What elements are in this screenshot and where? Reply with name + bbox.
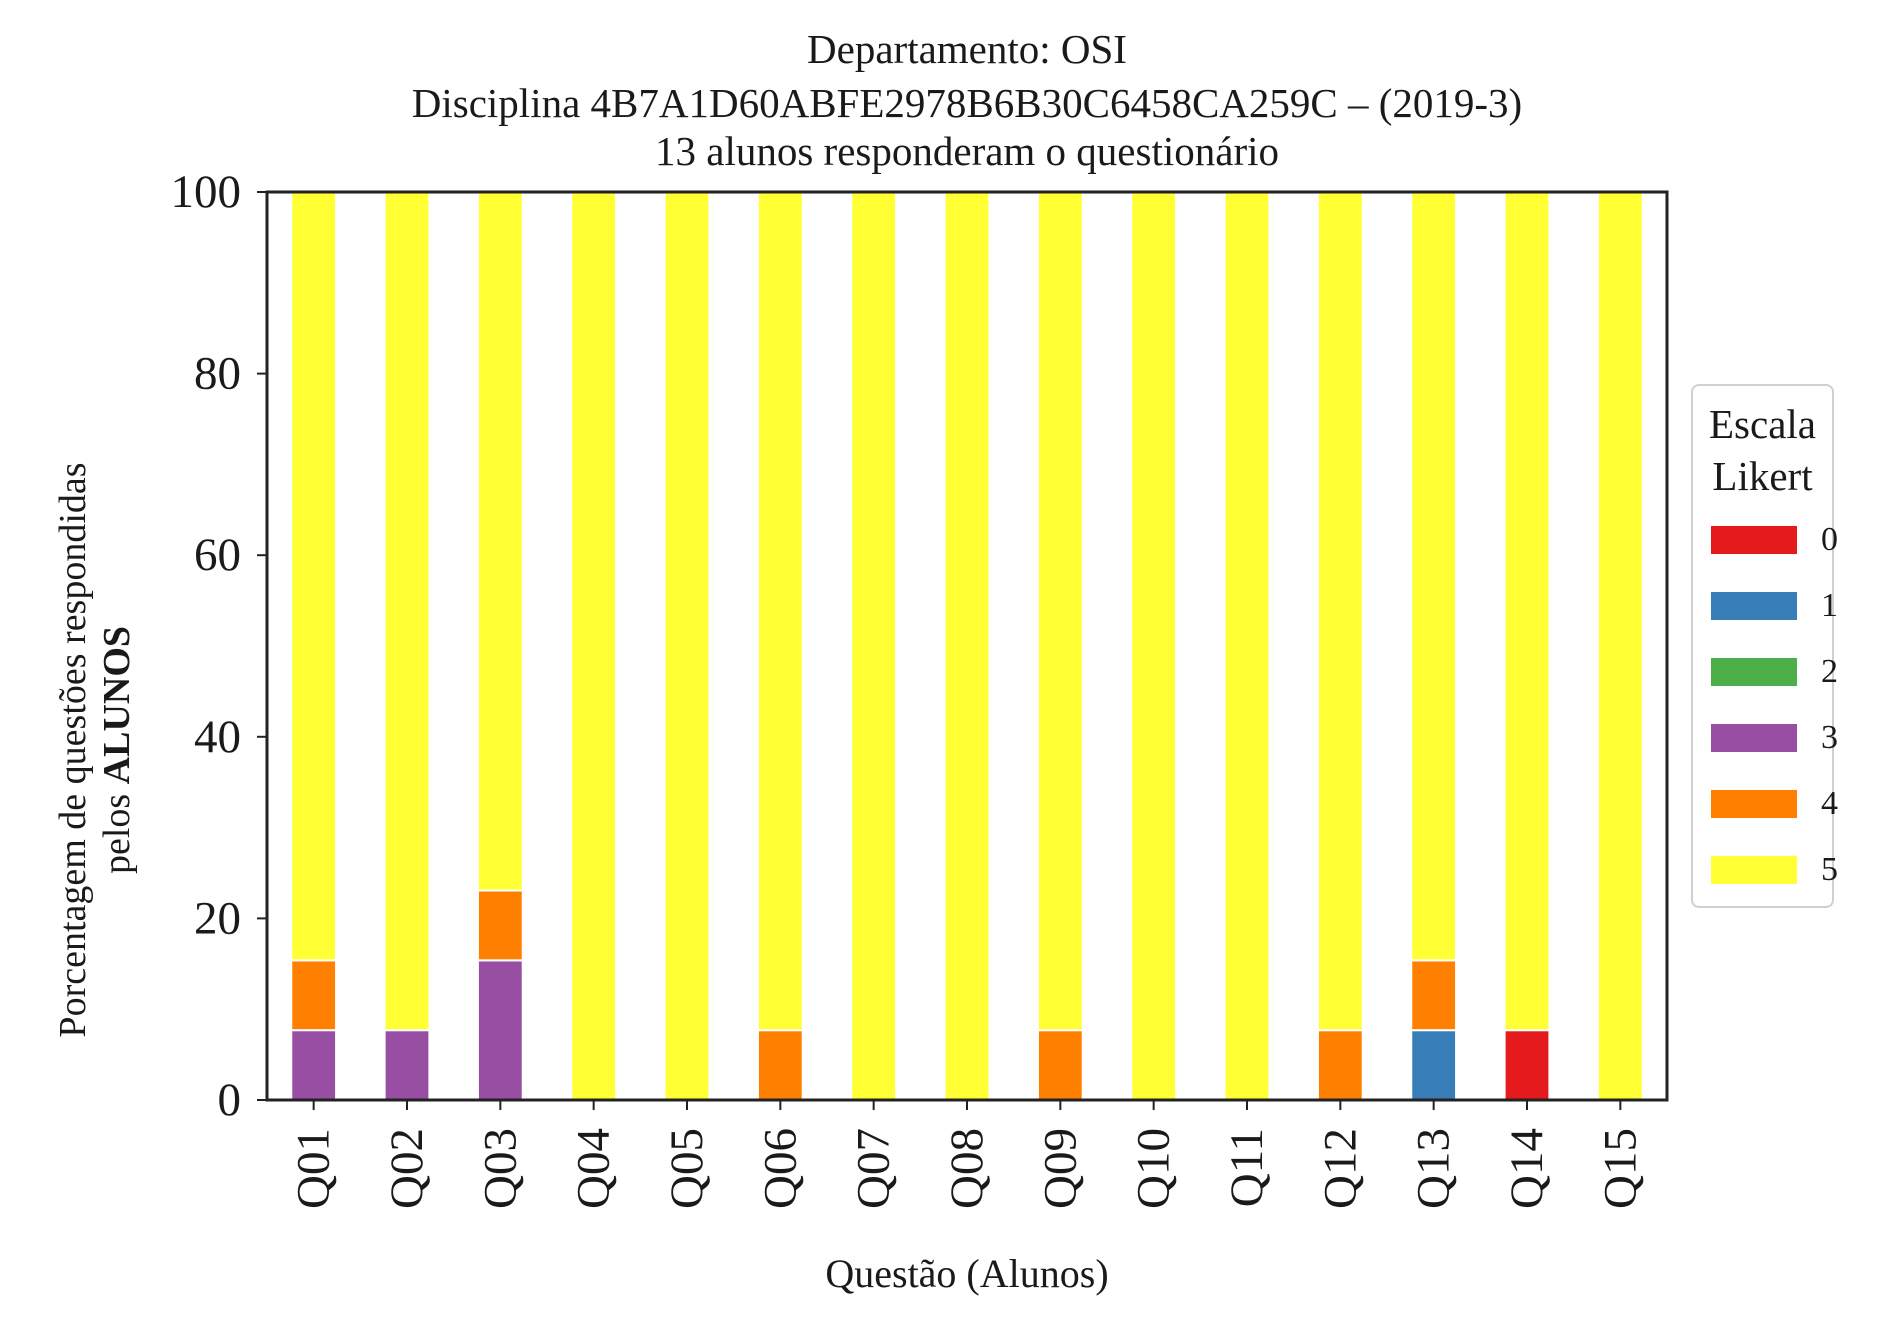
y-tick-label-100: 100 <box>171 166 242 218</box>
x-axis-label: Questão (Alunos) <box>825 1251 1109 1296</box>
plot-frame <box>265 190 1669 1102</box>
chart-title-line-2: Disciplina 4B7A1D60ABFE2978B6B30C6458CA2… <box>411 80 1523 126</box>
y-tick-label-80: 80 <box>194 348 241 400</box>
legend-item-likert-5: 5 <box>1711 848 1838 888</box>
y-axis-label-prefix: pelos <box>96 784 138 875</box>
bar-Q13-likert-4 <box>1410 959 1458 1032</box>
legend: Escala Likert 0 1 2 3 4 5 <box>1691 384 1838 908</box>
bar-Q11-likert-5 <box>1223 191 1271 1101</box>
bar-Q06-likert-5 <box>756 191 804 1032</box>
chart-title-line-3: 13 alunos responderam o questionário <box>655 128 1279 174</box>
bar-Q01-likert-5 <box>290 191 338 962</box>
bar-Q01-likert-4 <box>290 959 338 1032</box>
y-axis-label: Porcentagem de questões respondidas pelo… <box>51 462 139 1037</box>
x-tick-label-Q07: Q07 <box>848 1128 900 1209</box>
legend-title-line-1: Escala <box>1709 401 1816 447</box>
x-tick-label-Q06: Q06 <box>754 1128 806 1209</box>
bar-Q03-likert-4 <box>476 889 524 962</box>
legend-swatch-likert-4 <box>1711 790 1797 818</box>
legend-label-likert-5: 5 <box>1821 851 1838 888</box>
x-tick-label-Q08: Q08 <box>941 1128 993 1209</box>
legend-label-likert-4: 4 <box>1821 785 1838 822</box>
bar-Q14-likert-0 <box>1503 1029 1551 1102</box>
legend-item-likert-3: 3 <box>1711 716 1838 756</box>
x-tick-label-Q05: Q05 <box>661 1128 713 1209</box>
y-axis-label-bold: ALUNOS <box>96 625 138 785</box>
bar-Q12-likert-5 <box>1316 191 1364 1032</box>
legend-label-likert-3: 3 <box>1821 719 1838 756</box>
bar-Q08-likert-5 <box>943 191 991 1101</box>
bar-Q07-likert-5 <box>850 191 898 1101</box>
bar-Q13-likert-1 <box>1410 1029 1458 1102</box>
chart-title-line-1: Departamento: OSI <box>807 26 1127 72</box>
legend-item-likert-4: 4 <box>1711 782 1838 822</box>
y-axis-label-line-2: pelos ALUNOS <box>95 462 139 1037</box>
bar-Q15-likert-5 <box>1596 191 1644 1101</box>
x-tick-label-Q04: Q04 <box>568 1128 620 1209</box>
bar-Q09-likert-5 <box>1036 191 1084 1032</box>
x-tick-label-Q15: Q15 <box>1594 1128 1646 1209</box>
bars-layer <box>290 191 1644 1102</box>
bar-Q12-likert-4 <box>1316 1029 1364 1102</box>
x-tick-label-Q01: Q01 <box>288 1128 340 1209</box>
x-tick-label-Q12: Q12 <box>1314 1128 1366 1209</box>
y-tick-label-0: 0 <box>218 1074 242 1126</box>
x-tick-label-Q09: Q09 <box>1034 1128 1086 1209</box>
legend-swatch-likert-5 <box>1711 856 1797 884</box>
legend-title-line-2: Likert <box>1712 453 1813 499</box>
bar-Q10-likert-5 <box>1130 191 1178 1101</box>
legend-title: Escala Likert <box>1693 398 1832 502</box>
y-tick-label-20: 20 <box>194 892 241 944</box>
x-tick-label-Q11: Q11 <box>1221 1128 1273 1207</box>
y-tick-label-40: 40 <box>194 711 241 763</box>
legend-swatch-likert-3 <box>1711 724 1797 752</box>
x-tick-label-Q13: Q13 <box>1408 1128 1460 1209</box>
legend-swatch-likert-1 <box>1711 592 1797 620</box>
legend-item-likert-0: 0 <box>1711 518 1838 558</box>
x-tick-label-Q10: Q10 <box>1128 1128 1180 1209</box>
bar-Q02-likert-3 <box>383 1029 431 1102</box>
legend-item-likert-1: 1 <box>1711 584 1838 624</box>
x-tick-label-Q14: Q14 <box>1501 1128 1553 1209</box>
legend-label-likert-2: 2 <box>1821 653 1838 690</box>
bar-Q01-likert-3 <box>290 1029 338 1102</box>
legend-label-likert-0: 0 <box>1821 521 1838 558</box>
x-tick-label-Q02: Q02 <box>381 1128 433 1209</box>
x-axis-ticks: Q01 Q02 Q03 Q04 Q05 Q06 Q07 Q08 Q09 Q10 Q11 Q12 Q13 Q… <box>288 1100 1646 1209</box>
bar-Q06-likert-4 <box>756 1029 804 1102</box>
y-axis-label-line-1: Porcentagem de questões respondidas <box>52 462 94 1038</box>
y-axis-ticks: 0 20 40 60 80 100 <box>171 166 267 1126</box>
bar-Q02-likert-5 <box>383 191 431 1032</box>
x-tick-label-Q03: Q03 <box>474 1128 526 1209</box>
bar-Q14-likert-5 <box>1503 191 1551 1032</box>
bar-Q13-likert-5 <box>1410 191 1458 962</box>
legend-swatch-likert-0 <box>1711 526 1797 554</box>
legend-label-likert-1: 1 <box>1821 587 1838 624</box>
legend-item-likert-2: 2 <box>1711 650 1838 690</box>
bar-Q03-likert-5 <box>476 191 524 892</box>
y-tick-label-60: 60 <box>194 529 241 581</box>
bar-Q04-likert-5 <box>570 191 618 1101</box>
legend-swatch-likert-2 <box>1711 658 1797 686</box>
bar-Q03-likert-3 <box>476 959 524 1102</box>
bar-Q05-likert-5 <box>663 191 711 1101</box>
bar-Q09-likert-4 <box>1036 1029 1084 1102</box>
